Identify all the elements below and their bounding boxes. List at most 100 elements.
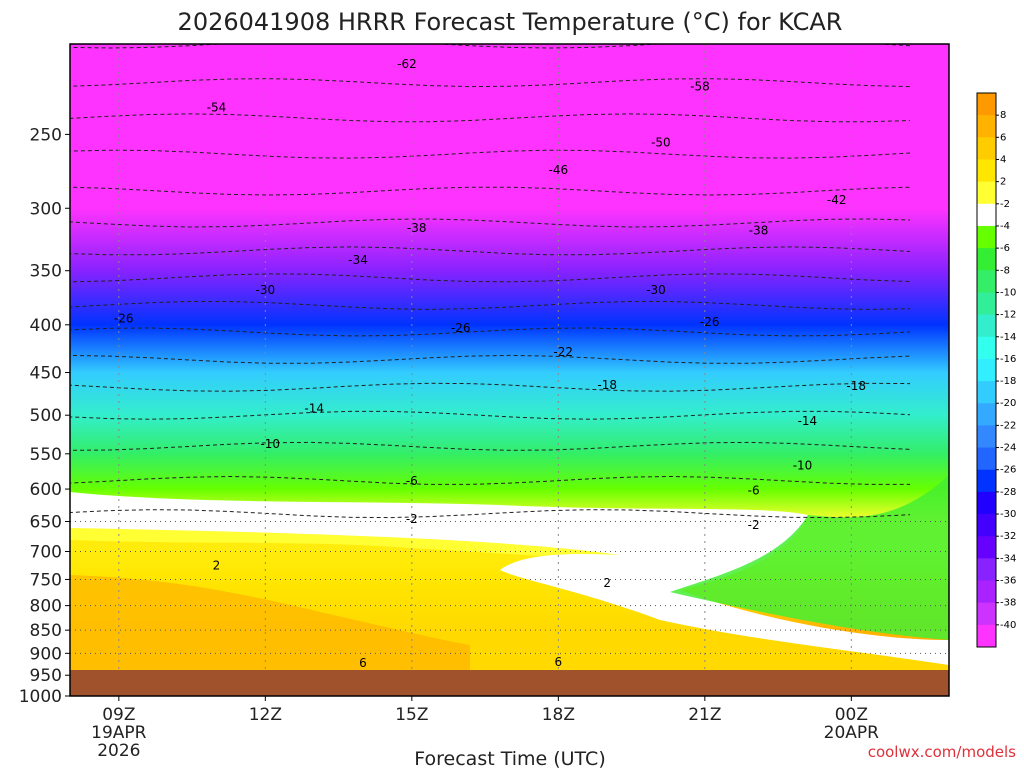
- chart-title: 2026041908 HRRR Forecast Temperature (°C…: [178, 8, 843, 36]
- colorbar-swatch: [977, 447, 996, 471]
- y-tick-label: 300: [30, 199, 62, 219]
- colorbar-label: -20: [1000, 398, 1016, 409]
- contour-label: 2: [603, 576, 611, 590]
- ground: [70, 670, 949, 696]
- contour-line: [70, 327, 911, 337]
- contour-label: -54: [207, 101, 227, 115]
- credit-text: coolwx.com/models: [868, 743, 1016, 761]
- contour-line: [70, 410, 911, 420]
- colorbar-label: -24: [1000, 443, 1016, 454]
- colorbar-swatch: [977, 314, 996, 338]
- y-tick-label: 750: [30, 570, 62, 590]
- colorbar-swatch: [977, 403, 996, 426]
- contour-label: -50: [651, 135, 671, 149]
- colorbar-swatch: [977, 225, 996, 249]
- colorbar-label: -6: [1000, 243, 1010, 254]
- colorbar-swatch: [977, 292, 996, 316]
- colorbar-label: -38: [1000, 598, 1016, 609]
- colorbar-swatch: [977, 469, 996, 493]
- colorbar-label: -14: [1000, 332, 1016, 343]
- contour-label: -14: [798, 414, 818, 428]
- contour-label: -18: [597, 378, 617, 392]
- contour-label: -22: [553, 345, 573, 359]
- contour-labels: -62-58-54-50-46-42-38 -38-34-30 -30-26-26-…: [114, 57, 866, 670]
- colorbar-label: 2: [1000, 177, 1006, 188]
- y-tick-label: 550: [30, 445, 62, 465]
- y-tick-label: 700: [30, 543, 62, 563]
- colorbar-label: -30: [1000, 509, 1016, 520]
- colorbar-label: -36: [1000, 576, 1016, 587]
- contour-label: -46: [549, 163, 569, 177]
- y-tick-label: 1000: [19, 687, 62, 707]
- contour-label: -26: [700, 315, 720, 329]
- colorbar-swatch: [977, 336, 996, 360]
- contour-label: -38: [407, 221, 427, 235]
- colorbar-swatch: [977, 624, 996, 648]
- x-tick-sublabel: 19APR: [91, 723, 147, 743]
- contour-label: -38: [749, 224, 769, 238]
- plot-area: -62-58-54-50-46-42-38 -38-34-30 -30-26-26-…: [70, 44, 949, 696]
- plot-frame: [69, 43, 950, 697]
- x-tick-label: 00Z: [835, 705, 868, 725]
- colorbar-label: -18: [1000, 376, 1016, 387]
- x-tick-label: 09Z: [102, 705, 135, 725]
- colorbar-label: 6: [1000, 132, 1006, 143]
- colorbar-swatch: [977, 137, 996, 160]
- x-tick-sublabel: 20APR: [824, 723, 880, 743]
- colorbar-swatch: [977, 558, 996, 582]
- contour-label: 6: [555, 655, 563, 669]
- colorbar-label: -8: [1000, 265, 1010, 276]
- contour-label: -30: [256, 283, 276, 297]
- colorbar-label: -22: [1000, 420, 1016, 431]
- colorbar-swatch: [977, 425, 996, 449]
- colorbar-swatch: [977, 514, 996, 537]
- colorbar-swatch: [977, 93, 996, 116]
- colorbar-swatch: [977, 203, 996, 227]
- colorbar-label: -10: [1000, 287, 1016, 298]
- x-tick-label: 15Z: [395, 705, 428, 725]
- colorbar-label: -12: [1000, 310, 1016, 321]
- colorbar-label: -4: [1000, 221, 1010, 232]
- colorbar-swatch: [977, 159, 996, 183]
- colorbar-swatch: [977, 602, 996, 626]
- x-tick-label: 21Z: [688, 705, 721, 725]
- contour-label: -2: [748, 518, 760, 532]
- y-tick-label: 450: [30, 364, 62, 384]
- contour-label: -2: [406, 512, 418, 526]
- contour-line: [70, 301, 911, 310]
- contour-label: -62: [397, 57, 417, 71]
- x-tick-label: 18Z: [542, 705, 575, 725]
- x-tick-sublabel: 2026: [97, 741, 140, 761]
- colorbar-swatch: [977, 536, 996, 559]
- colorbar-label: -26: [1000, 465, 1016, 476]
- contour-label: -10: [260, 437, 280, 451]
- colorbar-swatch: [977, 358, 996, 382]
- colorbar-label: -40: [1000, 620, 1016, 631]
- contour-line: [70, 382, 911, 392]
- contour-label: -42: [827, 193, 847, 207]
- x-axis-label: Forecast Time (UTC): [414, 748, 605, 768]
- contour-label: -6: [748, 483, 760, 497]
- contour-label: -6: [406, 474, 418, 488]
- y-axis: 250 300 350 400 450 500 550 600 650 700 750 800 850 9…: [19, 125, 70, 707]
- contour-line: [70, 149, 911, 159]
- contour-line: [70, 113, 911, 123]
- y-tick-label: 800: [30, 597, 62, 617]
- y-tick-label: 950: [30, 666, 62, 686]
- colorbar-label: 4: [1000, 154, 1006, 165]
- colorbar-frame: [976, 92, 997, 648]
- colorbar-label: -28: [1000, 487, 1016, 498]
- freezing-band: [70, 492, 949, 665]
- y-tick-label: 350: [30, 262, 62, 282]
- y-tick-label: 900: [30, 644, 62, 664]
- colorbar-swatch: [977, 248, 996, 271]
- colorbar-swatch: [977, 381, 996, 404]
- contour-lines: [70, 44, 911, 519]
- y-tick-label: 650: [30, 512, 62, 532]
- colorbar-swatch: [977, 181, 996, 205]
- contour-line: [70, 218, 911, 228]
- contour-label: 6: [359, 656, 367, 670]
- contour-label: -34: [348, 253, 368, 267]
